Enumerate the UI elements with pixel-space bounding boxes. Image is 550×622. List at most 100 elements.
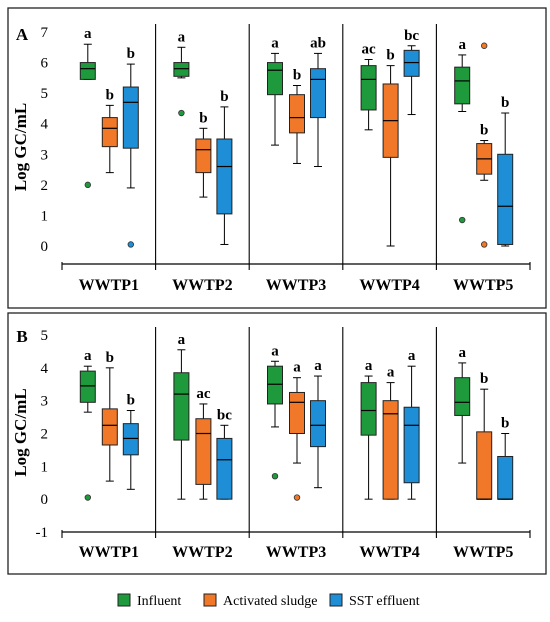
- outlier-point: [459, 216, 466, 224]
- significance-label: b: [199, 110, 207, 126]
- significance-label: a: [458, 345, 466, 361]
- category-label: WWTP1: [79, 544, 139, 561]
- y-tick-label: 2: [41, 427, 49, 443]
- category-label: WWTP2: [172, 277, 232, 294]
- box-body: [122, 423, 139, 456]
- category-label: WWTP2: [172, 544, 232, 561]
- legend-label: Influent: [137, 594, 181, 609]
- outlier-point: [271, 472, 279, 480]
- y-tick-label: 1: [41, 208, 49, 224]
- outlier-point: [84, 494, 91, 501]
- significance-label: b: [293, 68, 301, 84]
- significance-label: b: [106, 87, 114, 103]
- category-label: WWTP4: [359, 277, 419, 294]
- box-activated-sludge: a: [382, 365, 399, 500]
- significance-label: b: [501, 416, 509, 432]
- outlier-point: [127, 241, 134, 248]
- category-label: WWTP5: [453, 277, 513, 294]
- y-tick-label: 4: [41, 361, 49, 377]
- box-sst-effluent: bc: [403, 28, 420, 116]
- legend-label: Activated sludge: [223, 594, 317, 609]
- significance-label: bc: [404, 28, 419, 44]
- box-sst-effluent: ab: [310, 35, 326, 168]
- outlier-point: [84, 181, 91, 189]
- box-body: [79, 62, 96, 80]
- box-sst-effluent: b: [122, 393, 139, 490]
- y-tick-label: 3: [41, 147, 49, 163]
- y-axis-label: Log GC/mL: [11, 388, 30, 476]
- box-activated-sludge: b: [382, 48, 399, 247]
- y-tick-label: 6: [41, 56, 49, 72]
- significance-label: b: [480, 371, 488, 387]
- box-influent: a: [454, 37, 471, 224]
- box-body: [454, 66, 471, 105]
- significance-label: ab: [310, 35, 326, 51]
- y-tick-label: 2: [41, 178, 49, 194]
- y-tick-label: 1: [41, 459, 49, 475]
- box-sst-effluent: b: [497, 95, 514, 247]
- category-label: WWTP3: [266, 277, 326, 294]
- panel-letter: B: [16, 327, 27, 346]
- box-body: [173, 62, 190, 77]
- box-body: [101, 117, 118, 148]
- category-label: WWTP4: [359, 544, 419, 561]
- significance-label: b: [386, 48, 394, 64]
- box-body: [360, 382, 377, 436]
- box-body: [79, 370, 96, 403]
- y-tick-label: 3: [41, 394, 49, 410]
- y-tick-label: 4: [41, 117, 49, 133]
- outlier-point: [178, 109, 185, 117]
- significance-label: a: [178, 332, 186, 348]
- significance-label: ac: [196, 386, 211, 402]
- y-tick-label: 5: [41, 86, 49, 102]
- category-label: WWTP3: [266, 544, 326, 561]
- significance-label: a: [314, 358, 322, 374]
- box-body: [216, 437, 233, 500]
- outlier-point: [293, 494, 301, 501]
- y-tick-label: 5: [41, 328, 49, 344]
- significance-label: a: [365, 358, 373, 374]
- y-tick-label: 7: [41, 25, 49, 41]
- box-influent: a: [267, 343, 283, 480]
- significance-label: a: [271, 343, 279, 359]
- significance-label: a: [84, 348, 92, 364]
- box-body: [403, 406, 420, 484]
- box-body: [497, 153, 514, 245]
- box-body: [382, 400, 399, 500]
- box-activated-sludge: b: [476, 42, 493, 248]
- box-activated-sludge: b: [195, 110, 212, 198]
- box-body: [360, 65, 377, 111]
- legend: Influent Activated sludge SST effluent: [117, 593, 420, 609]
- box-sst-effluent: a: [403, 348, 420, 500]
- box-influent: a: [267, 35, 283, 146]
- box-sst-effluent: bc: [216, 407, 233, 500]
- significance-label: b: [480, 123, 488, 139]
- category-label: WWTP1: [79, 277, 139, 294]
- y-tick-label: -1: [36, 525, 49, 541]
- panel-frame: [7, 312, 547, 575]
- significance-label: a: [408, 348, 416, 364]
- box-body: [476, 431, 493, 500]
- box-influent: a: [173, 332, 190, 500]
- box-body: [403, 49, 420, 77]
- box-activated-sludge: b: [476, 371, 493, 500]
- box-sst-effluent: a: [310, 358, 326, 489]
- significance-label: b: [106, 350, 114, 366]
- box-activated-sludge: b: [289, 68, 305, 164]
- box-influent: a: [360, 358, 377, 500]
- significance-label: b: [127, 393, 135, 409]
- y-tick-label: 0: [41, 239, 49, 255]
- outlier-point: [481, 241, 488, 248]
- box-body: [497, 455, 514, 500]
- category-label: WWTP5: [453, 544, 513, 561]
- box-influent: a: [454, 345, 471, 464]
- box-influent: ac: [360, 42, 377, 131]
- box-sst-effluent: b: [216, 89, 233, 245]
- significance-label: b: [127, 46, 135, 62]
- panel-frame: [7, 7, 547, 309]
- legend-swatch: [329, 593, 343, 607]
- box-body: [195, 418, 212, 485]
